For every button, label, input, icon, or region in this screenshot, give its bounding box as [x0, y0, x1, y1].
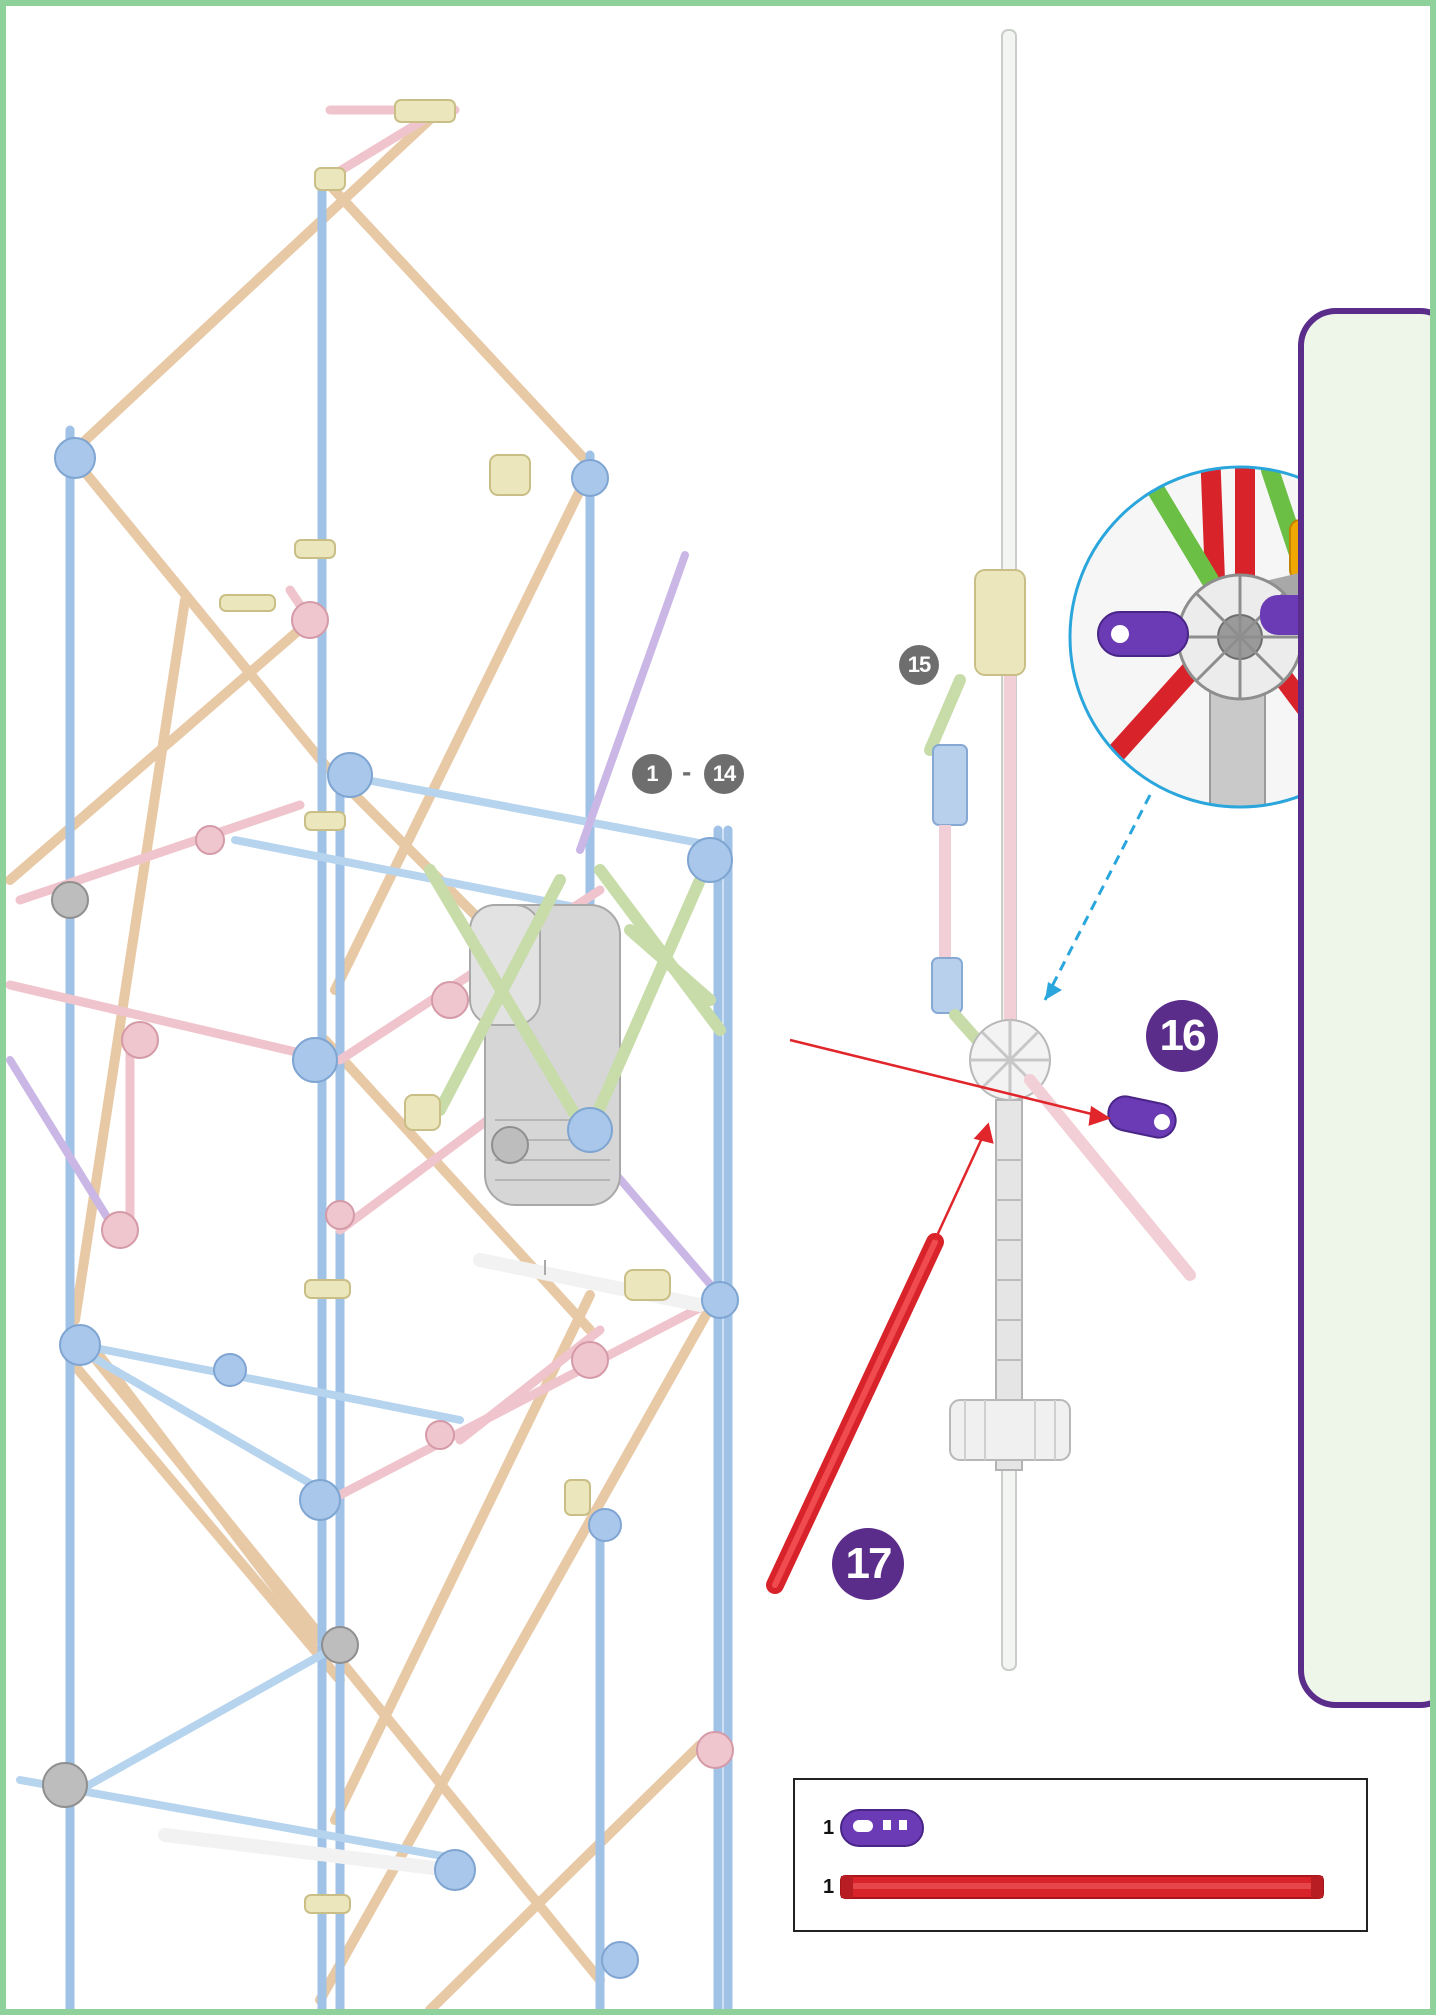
previous-step-range-separator: - [682, 756, 692, 787]
purple-clip-part [1107, 1095, 1177, 1139]
parts-list: 1 1 [793, 1778, 1368, 1932]
previous-step-start-badge: 1 [632, 754, 672, 794]
previous-step-end-badge: 14 [704, 754, 744, 794]
tower-horizontal-rods [16, 771, 714, 1864]
parts-list-row: 1 [823, 1874, 1327, 1900]
tower-vertical-rods [65, 170, 733, 2015]
inset-panel [1298, 308, 1436, 1708]
parts-list-row: 1 [823, 1808, 927, 1848]
crank-arms [424, 864, 726, 1146]
step-number-badge: 17 [832, 1528, 904, 1600]
red-rod-part [766, 1233, 944, 1594]
rotor-column [924, 29, 1196, 1671]
part-quantity: 1 [823, 1816, 835, 1839]
previous-step-badge: 15 [899, 645, 939, 685]
assembly-arrows [789, 1038, 1111, 1241]
red-rod-icon [840, 1875, 1324, 1899]
tower-connectors [42, 99, 739, 1979]
bottom-axle [158, 1828, 457, 1877]
purple-clip-icon [840, 1809, 924, 1847]
step-number-badge: 16 [1146, 1000, 1218, 1072]
part-quantity: 1 [823, 1875, 835, 1898]
zoom-leader-line [1043, 794, 1152, 1001]
